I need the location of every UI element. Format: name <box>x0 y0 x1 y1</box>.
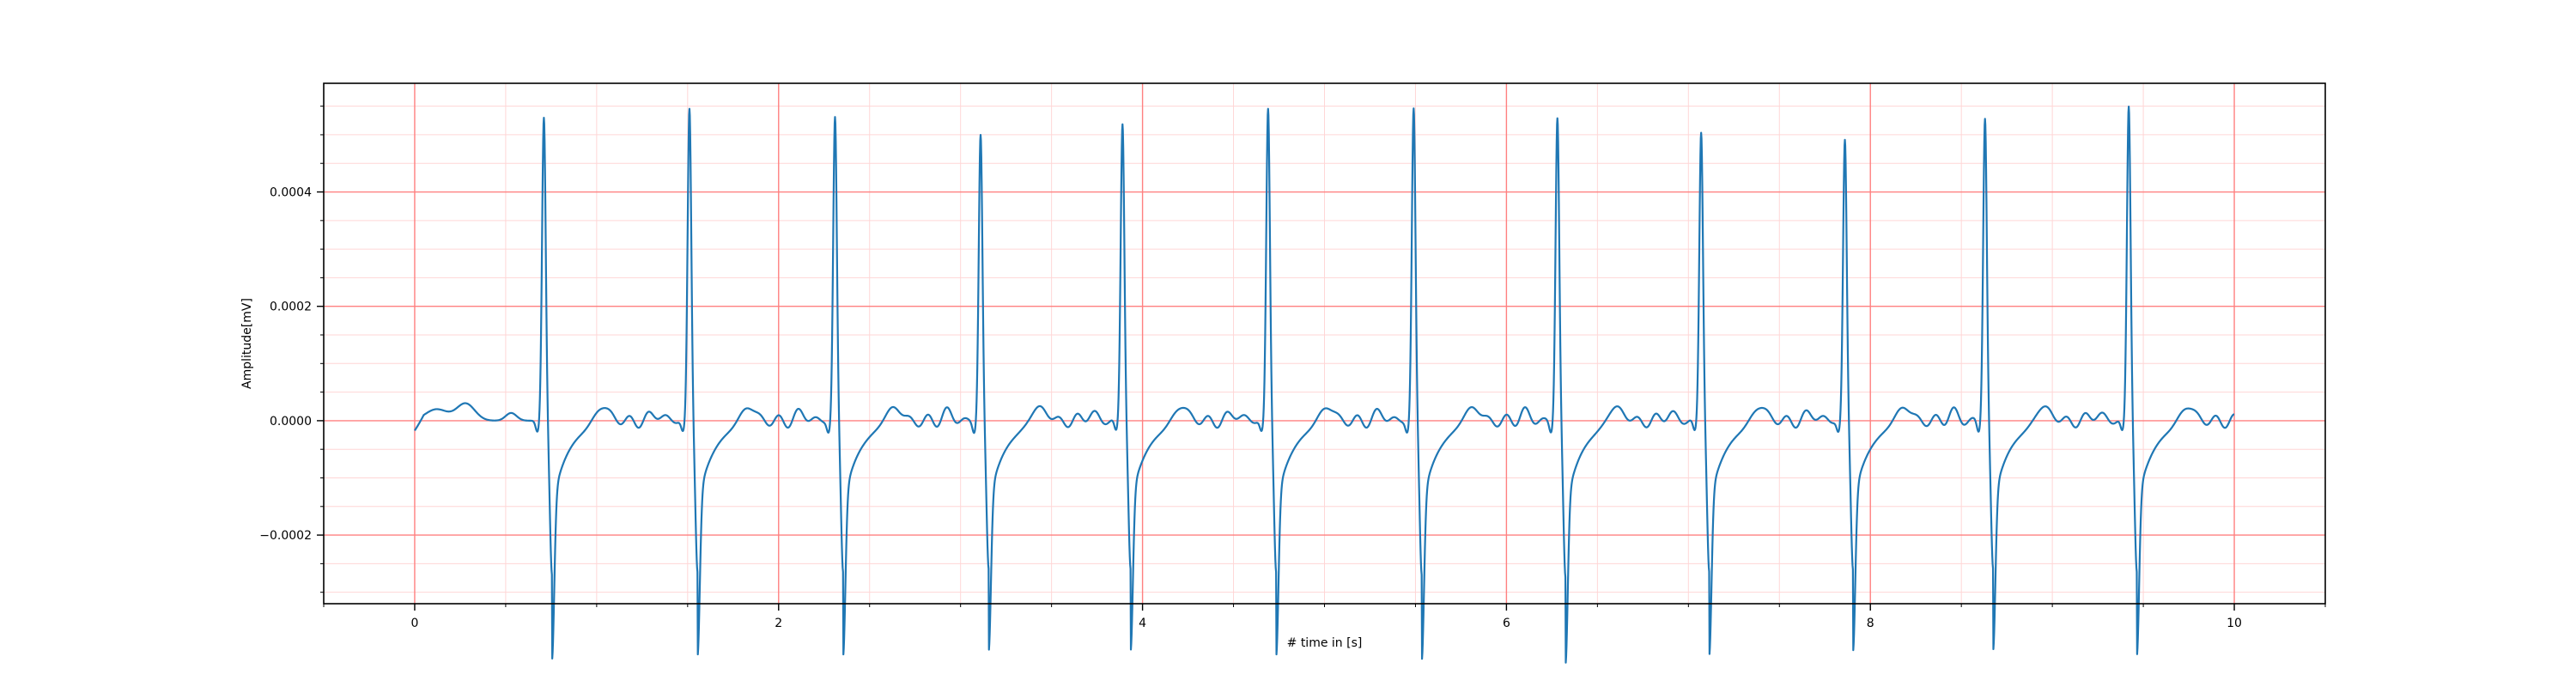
y-tick-label: 0.0000 <box>270 415 312 429</box>
minor-grid <box>324 83 2325 604</box>
x-tick-label: 4 <box>1139 617 1146 630</box>
x-axis-label: # time in [s] <box>1287 636 1363 650</box>
y-tick-label: 0.0002 <box>270 301 312 314</box>
x-tick-label: 2 <box>775 617 782 630</box>
x-tick-label: 8 <box>1867 617 1874 630</box>
axis-ticks: 0 2 4 6 8 10 −0.0002 0.0000 0.0002 0.0004 <box>259 106 2325 630</box>
y-tick-label: 0.0004 <box>270 186 312 200</box>
y-axis-label: Amplitude[mV] <box>240 298 254 389</box>
x-tick-label: 6 <box>1503 617 1510 630</box>
x-tick-label: 0 <box>410 617 418 630</box>
y-tick-label: −0.0002 <box>259 529 312 543</box>
x-tick-label: 10 <box>2227 617 2242 630</box>
